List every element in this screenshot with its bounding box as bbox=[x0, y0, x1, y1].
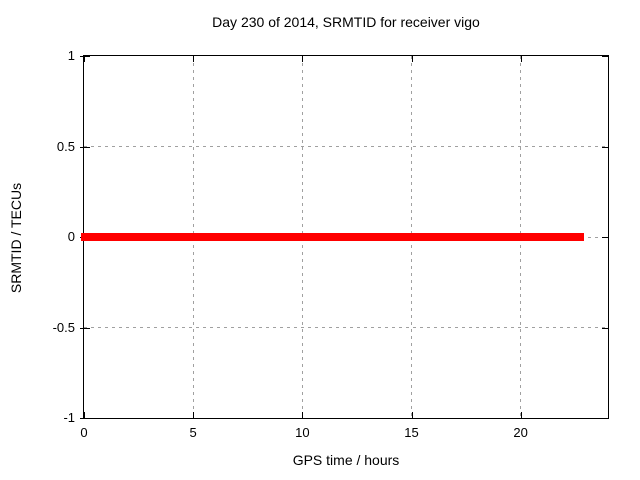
x-tick-top-10 bbox=[302, 56, 304, 62]
x-tick-bottom-20 bbox=[520, 412, 522, 418]
y-tick-label-0.5: 0.5 bbox=[56, 138, 75, 154]
y-gridline--0.5 bbox=[84, 327, 608, 328]
y-tick-label--0.5: -0.5 bbox=[52, 319, 75, 335]
plot-area: 0 5 10 15 20 -1 -0.5 0 0.5 1 bbox=[53, 48, 609, 440]
x-tick-bottom-10 bbox=[302, 412, 304, 418]
y-tick-left-1 bbox=[80, 56, 90, 57]
y-tick-right-0 bbox=[602, 237, 608, 238]
y-tick-right-1 bbox=[602, 56, 608, 57]
y-axis-label: SRMTID / TECUs bbox=[8, 182, 24, 294]
y-tick-right--1 bbox=[602, 418, 608, 419]
x-tick-bottom-5 bbox=[193, 412, 195, 418]
x-tick-top-15 bbox=[411, 56, 413, 62]
y-tick-right-0.5 bbox=[602, 146, 608, 148]
y-gridline-0.5 bbox=[84, 146, 608, 147]
x-tick-label-10: 10 bbox=[295, 425, 310, 440]
x-tick-label-0: 0 bbox=[80, 425, 88, 440]
y-tick-label-0: 0 bbox=[67, 229, 75, 244]
x-tick-label-15: 15 bbox=[404, 425, 419, 440]
x-tick-bottom-0 bbox=[84, 412, 85, 418]
y-tick-label--1: -1 bbox=[63, 410, 75, 425]
y-tick-label-1: 1 bbox=[67, 48, 75, 63]
x-tick-top-0 bbox=[84, 56, 85, 62]
x-tick-top-20 bbox=[520, 56, 522, 62]
chart-title: Day 230 of 2014, SRMTID for receiver vig… bbox=[212, 14, 480, 30]
x-tick-bottom-15 bbox=[411, 412, 413, 418]
x-axis-label: GPS time / hours bbox=[292, 452, 400, 468]
y-tick-left--1 bbox=[80, 418, 90, 419]
y-tick-left-0.5 bbox=[80, 146, 90, 148]
y-tick-right--0.5 bbox=[602, 327, 608, 329]
x-tick-label-5: 5 bbox=[189, 425, 197, 440]
data-series-0 bbox=[81, 233, 584, 241]
y-tick-left--0.5 bbox=[80, 327, 90, 329]
x-tick-top-5 bbox=[193, 56, 195, 62]
x-tick-label-20: 20 bbox=[513, 425, 528, 440]
